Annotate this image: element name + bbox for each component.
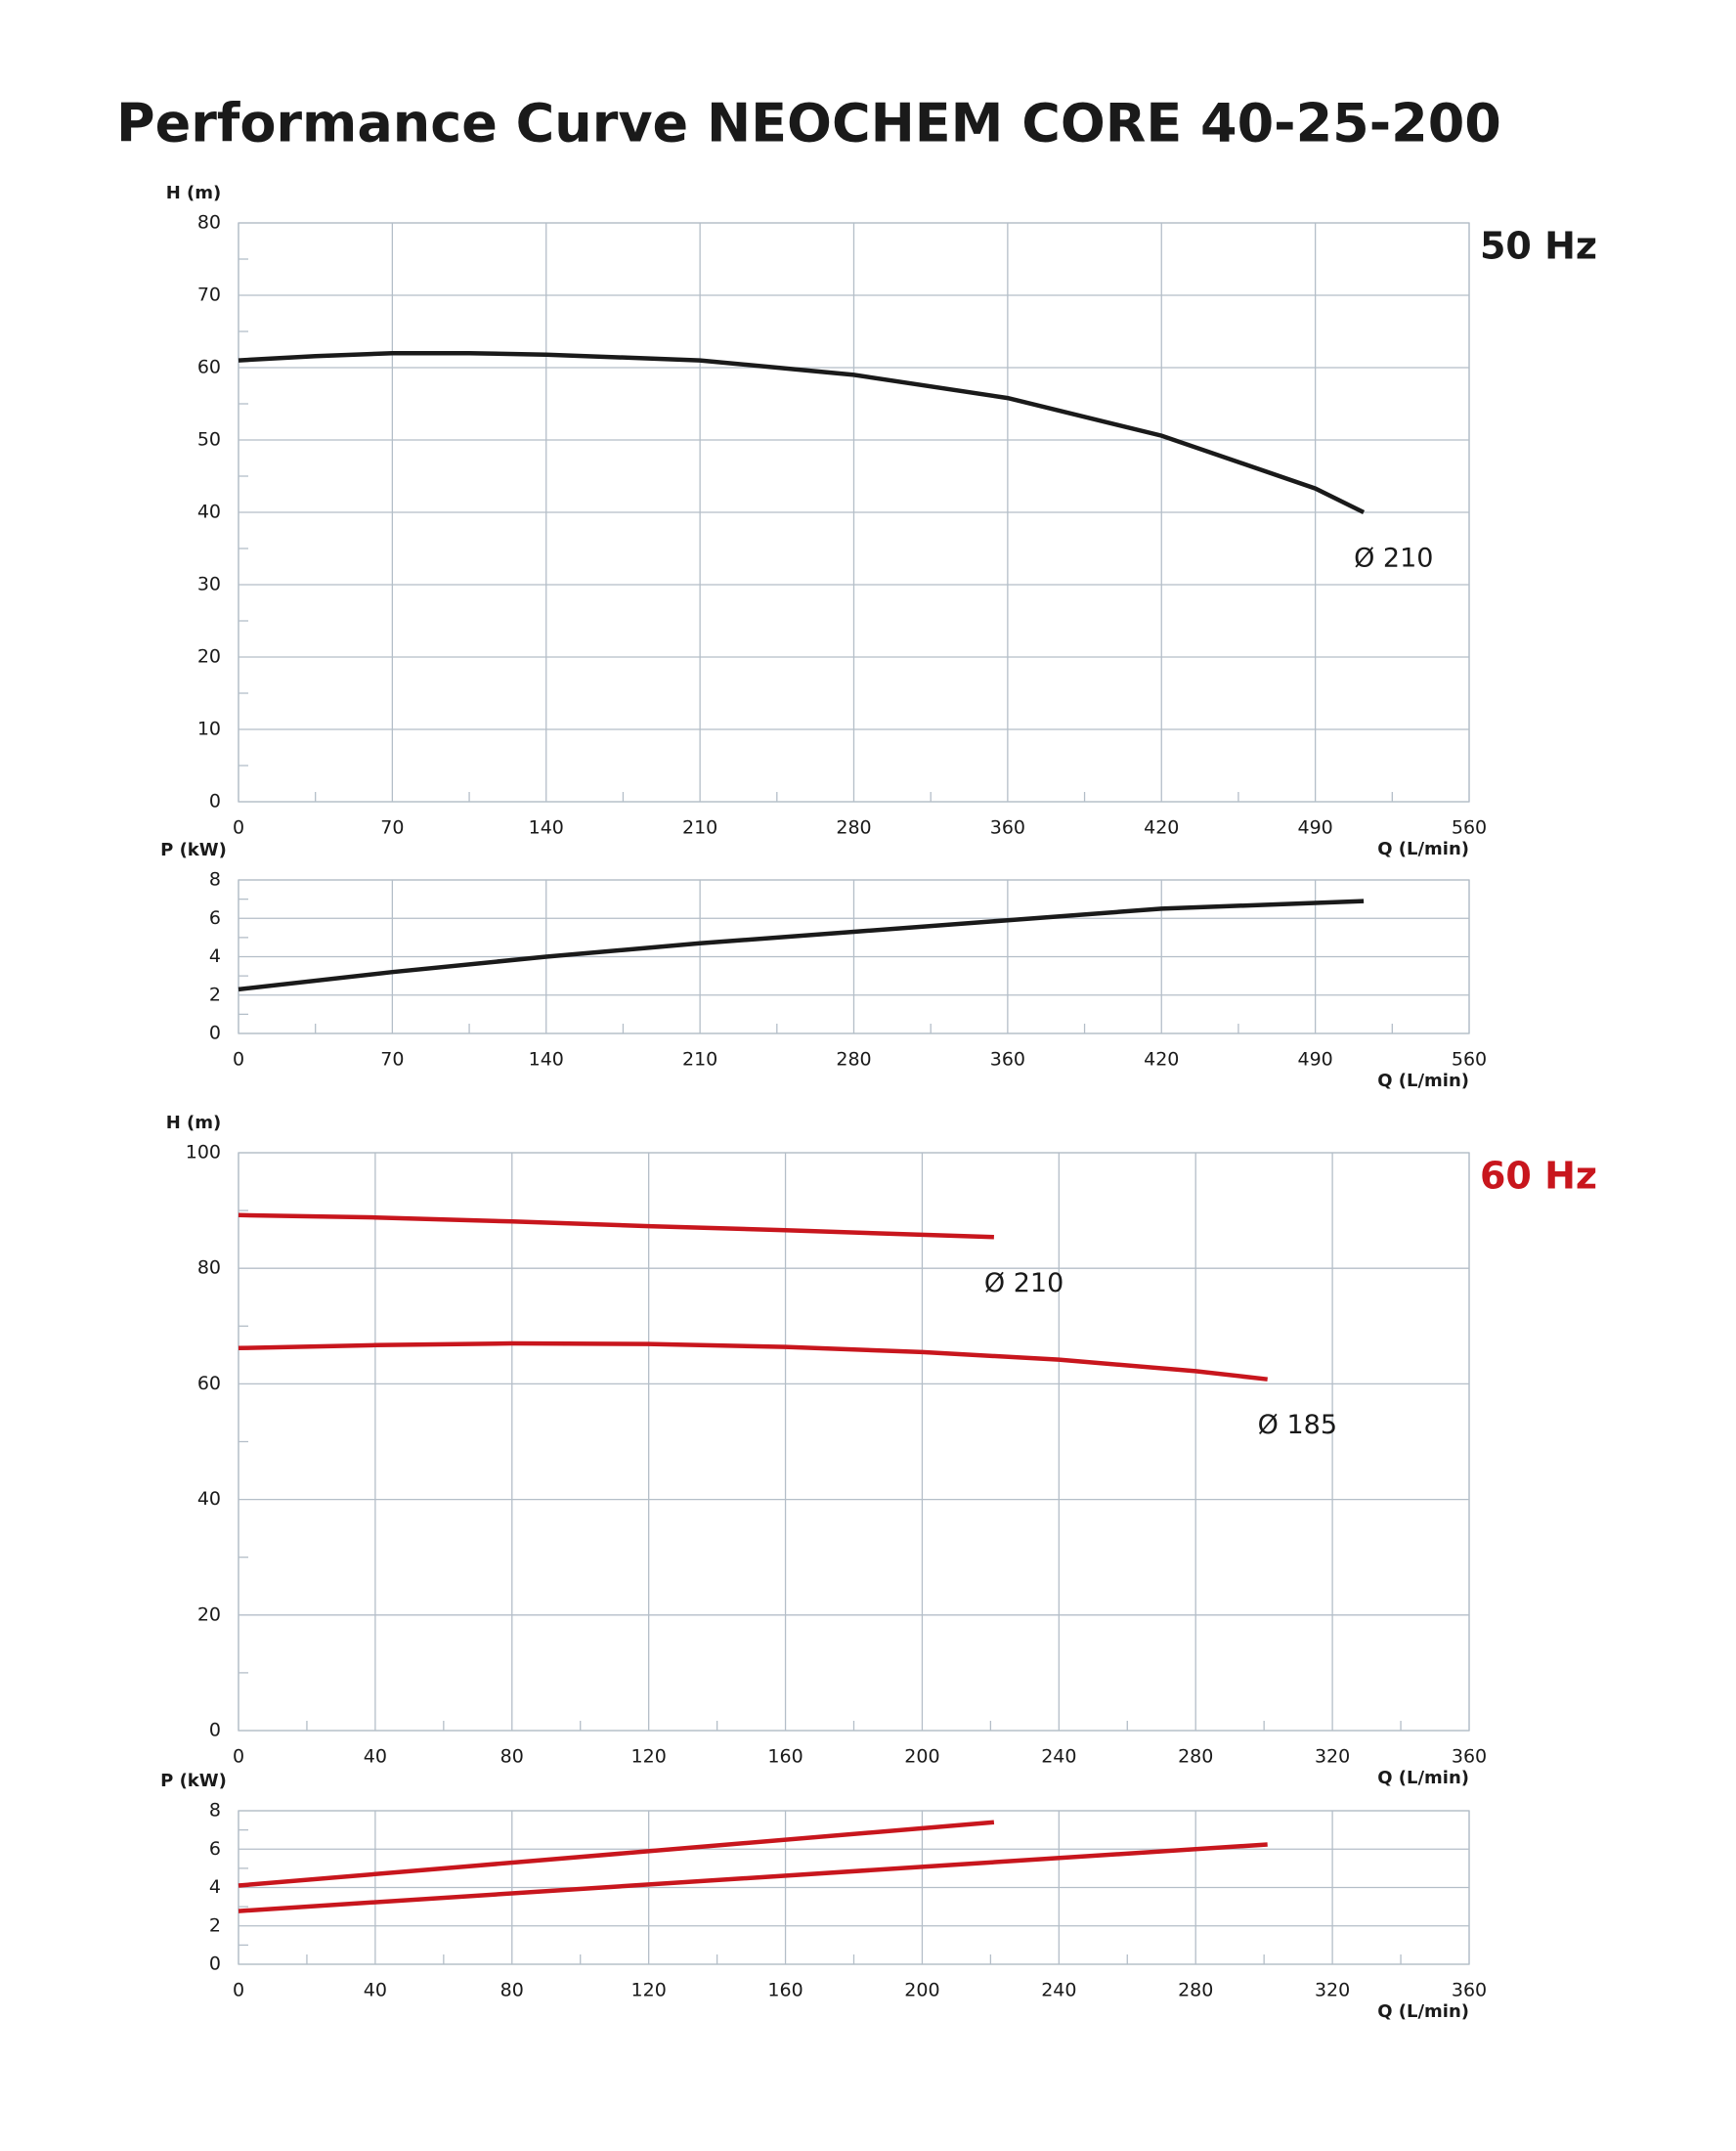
- x-axis-label: Q (L/min): [1377, 839, 1469, 859]
- curve-label: Ø 210: [984, 1268, 1063, 1298]
- x-tick-label: 0: [233, 1049, 244, 1071]
- x-tick-label: 280: [1178, 1746, 1213, 1768]
- y-tick-label: 50: [197, 429, 221, 451]
- x-tick-label: 70: [380, 1049, 404, 1071]
- y-tick-label: 0: [209, 1953, 221, 1975]
- x-tick-label: 200: [904, 1980, 939, 2001]
- x-tick-label: 200: [904, 1746, 939, 1768]
- y-tick-label: 6: [209, 907, 221, 929]
- x-tick-label: 560: [1452, 817, 1487, 839]
- y-tick-label: 0: [209, 1023, 221, 1044]
- x-tick-label: 240: [1041, 1746, 1076, 1768]
- x-tick-label: 0: [233, 1746, 244, 1768]
- y-tick-label: 100: [186, 1142, 221, 1163]
- y-tick-label: 6: [209, 1838, 221, 1860]
- x-tick-label: 140: [529, 817, 564, 839]
- y-tick-label: 20: [197, 1603, 221, 1625]
- x-axis-label: Q (L/min): [1377, 1071, 1469, 1091]
- x-tick-label: 120: [631, 1746, 667, 1768]
- x-tick-label: 40: [364, 1746, 387, 1768]
- x-tick-label: 420: [1144, 817, 1179, 839]
- y-axis-label: H (m): [166, 183, 222, 203]
- x-axis-label: Q (L/min): [1377, 1768, 1469, 1788]
- x-tick-label: 0: [233, 817, 244, 839]
- x-tick-label: 420: [1144, 1049, 1179, 1071]
- x-tick-label: 360: [1452, 1980, 1487, 2001]
- y-axis-label: H (m): [166, 1113, 222, 1133]
- x-tick-label: 0: [233, 1980, 244, 2001]
- y-tick-label: 70: [197, 285, 221, 306]
- x-tick-label: 140: [529, 1049, 564, 1071]
- curve-label: Ø 210: [1354, 544, 1433, 574]
- x-tick-label: 80: [500, 1746, 524, 1768]
- x-axis-label: Q (L/min): [1377, 2001, 1469, 2022]
- plot-frame: [238, 1152, 1470, 1732]
- x-tick-label: 280: [836, 817, 871, 839]
- y-axis-label: P (kW): [160, 840, 227, 860]
- y-tick-label: 10: [197, 719, 221, 740]
- x-tick-label: 320: [1315, 1980, 1350, 2001]
- y-tick-label: 4: [209, 945, 221, 967]
- y-tick-label: 30: [197, 574, 221, 595]
- y-tick-label: 0: [209, 1720, 221, 1741]
- y-tick-label: 80: [197, 1257, 221, 1279]
- y-tick-label: 2: [209, 984, 221, 1005]
- curve: [238, 1212, 994, 1240]
- x-tick-label: 210: [682, 817, 717, 839]
- x-tick-label: 210: [682, 1049, 717, 1071]
- curve: [238, 1842, 1268, 1913]
- y-tick-label: 0: [209, 791, 221, 812]
- y-tick-label: 80: [197, 212, 221, 234]
- x-tick-label: 490: [1297, 817, 1332, 839]
- page-title: Performance Curve NEOCHEM CORE 40-25-200: [116, 93, 1501, 154]
- y-tick-label: 2: [209, 1914, 221, 1936]
- x-tick-label: 160: [767, 1746, 803, 1768]
- y-tick-label: 40: [197, 1488, 221, 1510]
- curve: [238, 1820, 995, 1888]
- y-tick-label: 20: [197, 646, 221, 668]
- x-tick-label: 560: [1452, 1049, 1487, 1071]
- curve: [238, 350, 1366, 515]
- y-axis-label: P (kW): [160, 1771, 227, 1791]
- y-tick-label: 60: [197, 357, 221, 378]
- x-tick-label: 40: [364, 1980, 387, 2001]
- y-tick-label: 8: [209, 1800, 221, 1822]
- x-tick-label: 280: [1178, 1980, 1213, 2001]
- x-tick-label: 280: [836, 1049, 871, 1071]
- x-tick-label: 70: [380, 817, 404, 839]
- x-tick-label: 360: [1452, 1746, 1487, 1768]
- y-tick-label: 4: [209, 1876, 221, 1898]
- y-tick-label: 8: [209, 869, 221, 891]
- y-tick-label: 60: [197, 1373, 221, 1394]
- x-tick-label: 320: [1315, 1746, 1350, 1768]
- x-tick-label: 120: [631, 1980, 667, 2001]
- x-tick-label: 160: [767, 1980, 803, 2001]
- curve: [238, 899, 1365, 992]
- curve: [238, 1340, 1268, 1382]
- x-tick-label: 240: [1041, 1980, 1076, 2001]
- y-tick-label: 40: [197, 502, 221, 523]
- x-tick-label: 360: [990, 817, 1025, 839]
- frequency-label: 50 Hz: [1480, 225, 1597, 268]
- x-tick-label: 490: [1297, 1049, 1332, 1071]
- x-tick-label: 80: [500, 1980, 524, 2001]
- curve-label: Ø 185: [1258, 1410, 1337, 1440]
- frequency-label: 60 Hz: [1480, 1155, 1597, 1198]
- x-tick-label: 360: [990, 1049, 1025, 1071]
